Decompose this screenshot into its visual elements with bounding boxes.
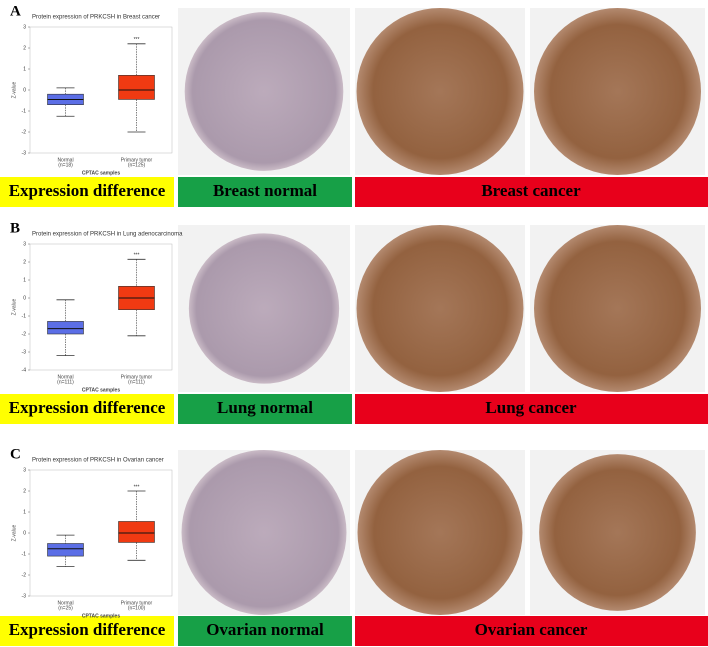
tissue-core [356, 225, 524, 392]
cancer-band [355, 394, 708, 424]
sample-size: (n=100) [128, 605, 146, 611]
y-axis-label: Z-value [11, 524, 17, 541]
y-tick-label: 2 [23, 259, 26, 265]
tissue-core [356, 8, 524, 175]
y-tick-label: 3 [23, 241, 26, 247]
y-tick-label: -1 [22, 551, 27, 557]
y-tick-label: 3 [23, 467, 26, 473]
y-tick-label: -4 [22, 367, 27, 373]
plot-frame [29, 243, 173, 371]
cancer-label: Lung cancer [485, 398, 577, 417]
chart-title: Protein expression of PRKCSH in Lung ade… [32, 232, 183, 238]
significance: *** [134, 253, 140, 259]
difference-label: Expression difference [9, 398, 166, 417]
y-axis-label: Z-value [11, 298, 17, 315]
y-tick-label: -1 [22, 313, 27, 319]
y-tick-label: 2 [23, 488, 26, 494]
tissue-core [534, 225, 701, 392]
y-axis-label: Z-value [11, 81, 17, 98]
normal-band [178, 394, 352, 424]
cancer-band [355, 616, 708, 646]
tissue-core [181, 450, 347, 615]
box [47, 321, 84, 335]
tissue-core [184, 12, 344, 171]
sample-size: (n=125) [128, 162, 146, 168]
difference-band [0, 616, 174, 646]
tissue-core [539, 454, 696, 611]
box [47, 543, 84, 557]
y-tick-label: 2 [23, 45, 26, 51]
x-tick-label: Normal [57, 600, 73, 606]
y-tick-label: 1 [23, 277, 26, 283]
normal-band [178, 177, 352, 207]
tissue-core [357, 450, 523, 615]
box [118, 75, 155, 100]
x-tick-label: Primary tumor [121, 157, 153, 163]
sample-size: (n=111) [128, 379, 145, 385]
sample-size: (n=25) [58, 605, 73, 611]
panel-letter: C [10, 446, 21, 462]
y-tick-label: 3 [23, 24, 26, 30]
normal-label: Breast normal [213, 181, 317, 200]
sample-size: (n=18) [58, 162, 73, 168]
difference-label: Expression difference [9, 620, 166, 639]
panel-letter: A [10, 3, 21, 19]
chart-title: Protein expression of PRKCSH in Ovarian … [32, 458, 164, 464]
y-tick-label: -1 [22, 108, 27, 114]
x-tick-label: Normal [57, 374, 73, 380]
box [118, 521, 155, 543]
normal-label: Ovarian normal [206, 620, 324, 639]
panel-letter: B [10, 220, 20, 236]
chart-title: Protein expression of PRKCSH in Breast c… [32, 15, 160, 21]
y-tick-label: 1 [23, 509, 26, 515]
y-tick-label: 0 [23, 87, 26, 93]
x-tick-label: Primary tumor [121, 374, 153, 380]
normal-band [178, 616, 352, 646]
x-axis-label: CPTAC samples [82, 170, 120, 176]
x-tick-label: Normal [57, 157, 73, 163]
y-tick-label: 0 [23, 295, 26, 301]
y-tick-label: 1 [23, 66, 26, 72]
difference-band [0, 394, 174, 424]
difference-band [0, 177, 174, 207]
y-tick-label: -3 [22, 593, 27, 599]
x-axis-label: CPTAC samples [82, 613, 120, 619]
y-tick-label: 0 [23, 530, 26, 536]
y-tick-label: -2 [22, 129, 27, 135]
cancer-band [355, 177, 708, 207]
y-tick-label: -2 [22, 331, 27, 337]
tissue-core [188, 233, 340, 384]
x-tick-label: Primary tumor [121, 600, 153, 606]
normal-label: Lung normal [217, 398, 313, 417]
sample-size: (n=111) [57, 379, 74, 385]
difference-label: Expression difference [9, 181, 166, 200]
y-tick-label: -3 [22, 349, 27, 355]
cancer-label: Breast cancer [481, 181, 581, 200]
tissue-core [534, 8, 701, 175]
y-tick-label: -2 [22, 572, 27, 578]
x-axis-label: CPTAC samples [82, 387, 120, 393]
significance: *** [134, 484, 140, 490]
significance: *** [134, 37, 140, 43]
cancer-label: Ovarian cancer [475, 620, 588, 639]
y-tick-label: -3 [22, 150, 27, 156]
